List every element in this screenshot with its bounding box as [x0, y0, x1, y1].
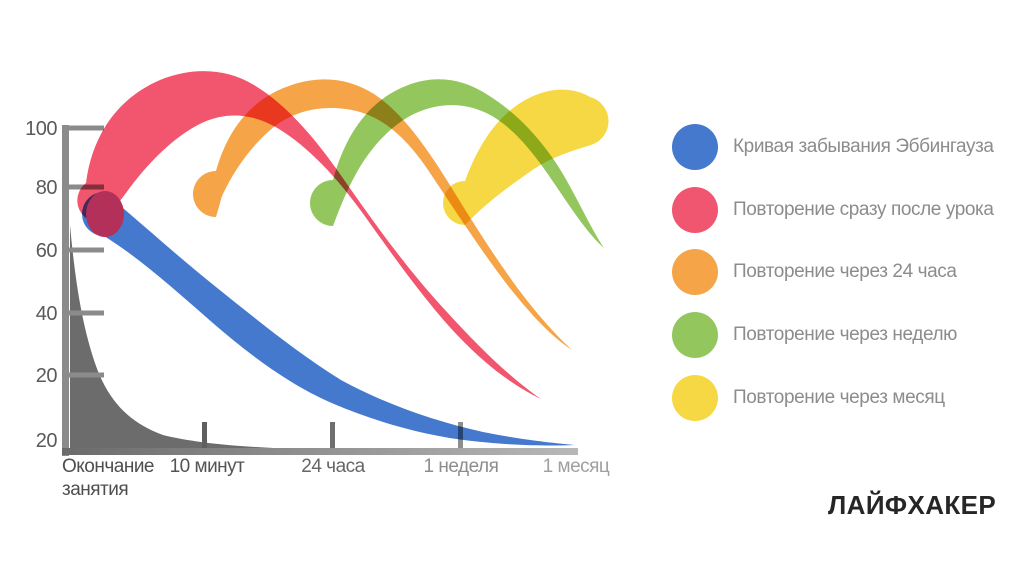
y-axis-label-60: 60: [36, 240, 58, 262]
legend-item-repeat-24h: Повторение через 24 часа: [672, 249, 957, 295]
y-axis-label-bottom: 20: [36, 430, 58, 452]
x-label-1week: 1 неделя: [424, 456, 499, 477]
x-label-24h: 24 часа: [301, 456, 365, 477]
legend-dot-red-icon: [672, 187, 718, 233]
axis-labels: 100 80 60 40 20 20 Окончание занятия 10 …: [25, 118, 610, 500]
repeat-month-band: [443, 89, 609, 225]
x-label-1month: 1 месяц: [543, 456, 610, 477]
legend-dot-yellow-icon: [672, 375, 718, 421]
y-tick-60: [62, 247, 104, 253]
legend-label: Повторение через месяц: [733, 387, 945, 408]
blue-red-overlap-blob: [86, 191, 124, 237]
y-tick-100: [62, 125, 104, 131]
y-axis-label-20: 20: [36, 365, 58, 387]
x-tick-10min: [202, 422, 207, 449]
x-label-10min: 10 минут: [170, 456, 246, 477]
repeat-immediately-band: [77, 71, 542, 399]
legend-label: Повторение сразу после урока: [733, 199, 994, 220]
y-axis-label-80: 80: [36, 177, 58, 199]
legend-item-repeat-month: Повторение через месяц: [672, 375, 945, 421]
y-axis-label-40: 40: [36, 303, 58, 325]
x-tick-24h: [330, 422, 335, 449]
legend-dot-green-icon: [672, 312, 718, 358]
legend-label: Повторение через 24 часа: [733, 261, 957, 282]
legend-item-repeat-week: Повторение через неделю: [672, 312, 957, 358]
y-axis-label-100: 100: [25, 118, 57, 140]
legend-dot-orange-icon: [672, 249, 718, 295]
curve-bands: [77, 71, 609, 446]
x-axis-line: [62, 448, 578, 455]
ebbinghaus-curve-band: [82, 192, 575, 446]
legend: Кривая забывания Эббингауза Повторение с…: [672, 124, 1012, 454]
repeat-week-band: [310, 79, 604, 248]
gray-decay-silhouette: [70, 225, 435, 452]
legend-item-ebbinghaus: Кривая забывания Эббингауза: [672, 124, 994, 170]
lifehacker-logo: ЛАЙФХАКЕР: [828, 490, 997, 520]
y-tick-20: [62, 372, 104, 378]
y-axis-line: [62, 125, 69, 456]
x-label-end-of-lesson-line2: занятия: [62, 479, 128, 500]
x-label-end-of-lesson-line1: Окончание: [62, 456, 154, 477]
legend-label: Повторение через неделю: [733, 324, 958, 345]
legend-dot-blue-icon: [672, 124, 718, 170]
y-tick-40: [62, 310, 104, 316]
legend-label: Кривая забывания Эббингауза: [733, 136, 994, 157]
legend-item-repeat-immediately: Повторение сразу после урока: [672, 187, 994, 233]
